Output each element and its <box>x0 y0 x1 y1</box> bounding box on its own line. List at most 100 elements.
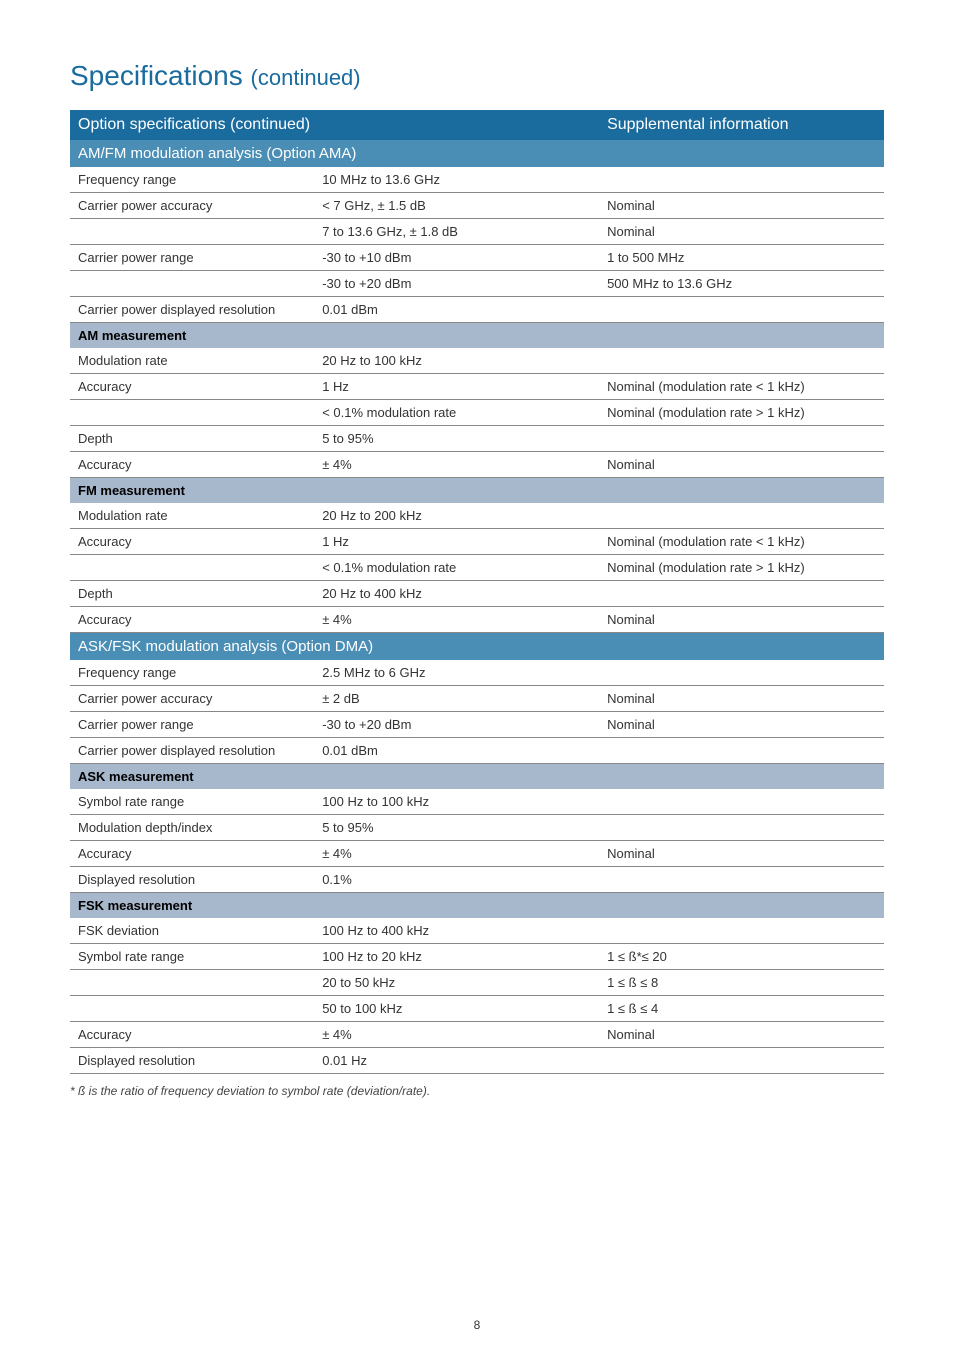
spec-supplemental: Nominal <box>599 686 884 712</box>
spec-value: ± 4% <box>314 1022 599 1048</box>
spec-value: 100 Hz to 400 kHz <box>314 918 599 944</box>
spec-param: Frequency range <box>70 660 314 686</box>
spec-value: 20 Hz to 100 kHz <box>314 348 599 374</box>
spec-value: 20 Hz to 400 kHz <box>314 581 599 607</box>
spec-value: 100 Hz to 20 kHz <box>314 944 599 970</box>
spec-value: < 0.1% modulation rate <box>314 555 599 581</box>
spec-param: Displayed resolution <box>70 1048 314 1074</box>
section-header: ASK/FSK modulation analysis (Option DMA) <box>70 633 884 661</box>
spec-param: Modulation rate <box>70 348 314 374</box>
spec-param: Modulation rate <box>70 503 314 529</box>
spec-param: Carrier power range <box>70 712 314 738</box>
spec-value: -30 to +20 dBm <box>314 271 599 297</box>
spec-param: Accuracy <box>70 607 314 633</box>
spec-value: ± 4% <box>314 452 599 478</box>
spec-supplemental <box>599 581 884 607</box>
spec-value: 20 to 50 kHz <box>314 970 599 996</box>
spec-supplemental <box>599 660 884 686</box>
spec-value: 50 to 100 kHz <box>314 996 599 1022</box>
spec-param: Symbol rate range <box>70 944 314 970</box>
spec-param: Accuracy <box>70 529 314 555</box>
spec-param <box>70 400 314 426</box>
spec-supplemental: Nominal <box>599 841 884 867</box>
spec-value: ± 4% <box>314 607 599 633</box>
spec-param: Carrier power accuracy <box>70 686 314 712</box>
spec-param: Frequency range <box>70 167 314 193</box>
spec-supplemental: Nominal <box>599 607 884 633</box>
spec-supplemental: Nominal <box>599 712 884 738</box>
spec-supplemental: 1 ≤ ß ≤ 4 <box>599 996 884 1022</box>
spec-value: ± 2 dB <box>314 686 599 712</box>
spec-param <box>70 555 314 581</box>
spec-param: Carrier power accuracy <box>70 193 314 219</box>
spec-value: 20 Hz to 200 kHz <box>314 503 599 529</box>
subsection-header: FM measurement <box>70 478 884 504</box>
spec-supplemental: 1 ≤ ß ≤ 8 <box>599 970 884 996</box>
spec-value: 5 to 95% <box>314 426 599 452</box>
spec-supplemental: Nominal (modulation rate < 1 kHz) <box>599 529 884 555</box>
spec-param: Carrier power range <box>70 245 314 271</box>
spec-param <box>70 996 314 1022</box>
spec-param: Accuracy <box>70 841 314 867</box>
spec-value: -30 to +10 dBm <box>314 245 599 271</box>
spec-supplemental: Nominal <box>599 452 884 478</box>
spec-param <box>70 271 314 297</box>
spec-supplemental: Nominal (modulation rate < 1 kHz) <box>599 374 884 400</box>
footnote: * ß is the ratio of frequency deviation … <box>70 1084 884 1098</box>
spec-value: 7 to 13.6 GHz, ± 1.8 dB <box>314 219 599 245</box>
spec-param: Modulation depth/index <box>70 815 314 841</box>
spec-table: Option specifications (continued)Supplem… <box>70 110 884 1074</box>
spec-supplemental: 1 to 500 MHz <box>599 245 884 271</box>
spec-param: Displayed resolution <box>70 867 314 893</box>
page-number: 8 <box>70 1318 884 1332</box>
spec-param: Carrier power displayed resolution <box>70 297 314 323</box>
spec-value: -30 to +20 dBm <box>314 712 599 738</box>
spec-value: 5 to 95% <box>314 815 599 841</box>
spec-supplemental <box>599 1048 884 1074</box>
spec-supplemental <box>599 167 884 193</box>
spec-supplemental <box>599 297 884 323</box>
spec-value: 2.5 MHz to 6 GHz <box>314 660 599 686</box>
spec-value: 10 MHz to 13.6 GHz <box>314 167 599 193</box>
spec-value: ± 4% <box>314 841 599 867</box>
spec-value: 1 Hz <box>314 374 599 400</box>
spec-value: < 0.1% modulation rate <box>314 400 599 426</box>
spec-param: Carrier power displayed resolution <box>70 738 314 764</box>
spec-supplemental: 1 ≤ ß*≤ 20 <box>599 944 884 970</box>
subsection-header: AM measurement <box>70 323 884 349</box>
spec-supplemental <box>599 426 884 452</box>
title-suffix: (continued) <box>251 65 361 90</box>
title-main: Specifications <box>70 60 243 91</box>
spec-param: Accuracy <box>70 1022 314 1048</box>
page-title: Specifications (continued) <box>70 60 884 92</box>
section-header: AM/FM modulation analysis (Option AMA) <box>70 140 884 167</box>
spec-param: FSK deviation <box>70 918 314 944</box>
spec-supplemental <box>599 348 884 374</box>
spec-supplemental: 500 MHz to 13.6 GHz <box>599 271 884 297</box>
table-header-left: Option specifications (continued) <box>70 110 599 140</box>
spec-supplemental: Nominal (modulation rate > 1 kHz) <box>599 555 884 581</box>
spec-param <box>70 219 314 245</box>
subsection-header: FSK measurement <box>70 893 884 919</box>
spec-param <box>70 970 314 996</box>
spec-supplemental <box>599 738 884 764</box>
spec-supplemental <box>599 867 884 893</box>
spec-supplemental <box>599 503 884 529</box>
spec-param: Accuracy <box>70 452 314 478</box>
spec-supplemental <box>599 789 884 815</box>
spec-value: < 7 GHz, ± 1.5 dB <box>314 193 599 219</box>
spec-param: Symbol rate range <box>70 789 314 815</box>
spec-supplemental <box>599 815 884 841</box>
spec-supplemental <box>599 918 884 944</box>
table-header-right: Supplemental information <box>599 110 884 140</box>
spec-supplemental: Nominal <box>599 219 884 245</box>
spec-value: 0.01 dBm <box>314 297 599 323</box>
spec-param: Accuracy <box>70 374 314 400</box>
spec-value: 0.01 dBm <box>314 738 599 764</box>
spec-supplemental: Nominal (modulation rate > 1 kHz) <box>599 400 884 426</box>
spec-value: 1 Hz <box>314 529 599 555</box>
spec-value: 0.01 Hz <box>314 1048 599 1074</box>
spec-value: 0.1% <box>314 867 599 893</box>
spec-param: Depth <box>70 581 314 607</box>
spec-supplemental: Nominal <box>599 193 884 219</box>
